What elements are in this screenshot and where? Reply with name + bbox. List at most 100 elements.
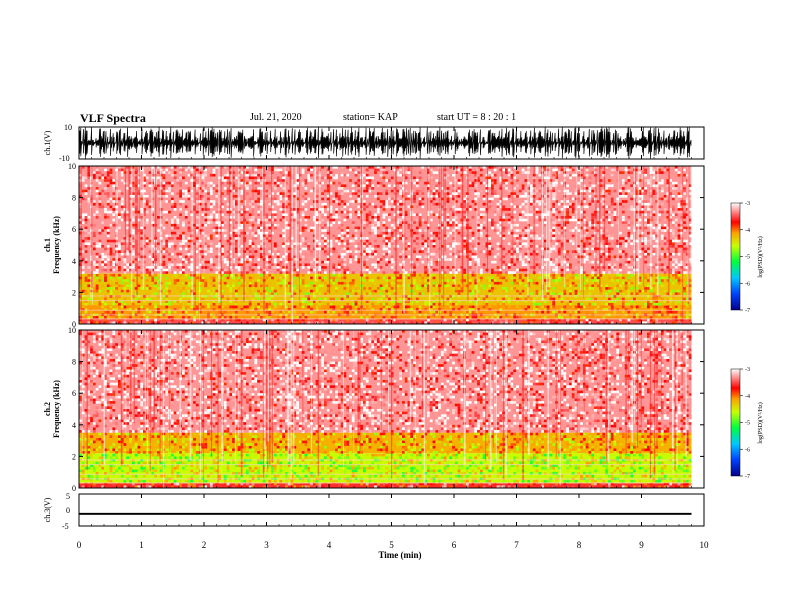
spectrogram-cell (329, 223, 333, 227)
spectrogram-cell (543, 279, 547, 282)
spectrogram-cell (435, 226, 439, 230)
spectrogram-cell (326, 231, 330, 235)
spectrogram-cell (324, 276, 327, 280)
spectrogram-cell (145, 239, 149, 243)
spectrogram-cell (131, 202, 135, 206)
spectrogram-cell (524, 218, 528, 222)
spectrogram-cell (516, 184, 519, 188)
spectrogram-cell (209, 260, 213, 264)
spectrogram-cell (221, 179, 224, 182)
spectrogram-cell (399, 189, 402, 193)
spectrogram-cell (182, 260, 185, 264)
spectrogram-cell (571, 316, 575, 319)
spectrogram-cell (368, 176, 372, 180)
spectrogram-cell (580, 255, 583, 259)
spectrogram-cell (293, 274, 297, 277)
spectrogram-cell (396, 189, 400, 193)
spectrogram-cell (374, 229, 377, 232)
spectrogram-cell (240, 268, 244, 272)
spectrogram-cell (109, 268, 113, 272)
spectrogram-cell (307, 168, 311, 172)
spectrogram-cell (137, 274, 141, 277)
spectrogram-cell (360, 316, 363, 319)
spectrogram-cell (151, 252, 155, 256)
spectrogram-cell (173, 247, 177, 251)
spectrogram-cell (471, 255, 475, 259)
spectrogram-cell (246, 271, 249, 274)
spectrogram-cell (424, 266, 427, 269)
spectrogram-cell (530, 231, 533, 235)
spectrogram-cell (312, 302, 316, 306)
spectrogram-cell (273, 302, 277, 306)
spectrogram-cell (81, 239, 85, 243)
spectrogram-cell (87, 242, 91, 246)
spectrogram-cell (123, 242, 127, 246)
spectrogram-cell (232, 292, 235, 296)
spectrogram-cell (198, 247, 202, 251)
spectrogram-cell (571, 229, 575, 232)
spectrogram-cell (496, 247, 500, 251)
spectrogram-cell (184, 216, 188, 219)
spectrogram-cell (560, 274, 564, 277)
spectrogram-cell (390, 258, 394, 261)
spectrogram-cell (446, 195, 450, 198)
spectrogram-cell (555, 176, 558, 180)
spectrogram-cell (229, 258, 233, 261)
spectrogram-cell (596, 213, 600, 217)
spectrogram-cell (502, 184, 505, 188)
spectrogram-cell (415, 231, 419, 235)
spectrogram-cell (285, 308, 288, 311)
spectrogram-cell (226, 271, 230, 274)
spectrogram-cell (115, 297, 118, 301)
spectrogram-cell (226, 218, 230, 222)
spectrogram-cell (143, 173, 146, 177)
spectrogram-cell (104, 297, 107, 301)
spectrogram-cell (179, 234, 182, 238)
spectrogram-cell (285, 305, 288, 309)
spectrogram-cell (516, 171, 519, 174)
spectrogram-cell (301, 184, 305, 188)
spectrogram-cell (591, 284, 595, 288)
spectrogram-cell (98, 289, 102, 293)
spectrogram-cell (396, 234, 400, 238)
spectrogram-cell (243, 302, 247, 306)
spectrogram-cell (84, 226, 88, 230)
spectrogram-cell (482, 305, 486, 309)
spectrogram-cell (427, 284, 430, 288)
spectrogram-cell (399, 237, 402, 240)
spectrogram-cell (513, 242, 517, 246)
spectrogram-cell (555, 268, 558, 272)
spectrogram-cell (452, 205, 455, 209)
spectrogram-cell (310, 289, 313, 293)
spectrogram-cell (527, 305, 530, 309)
spectrogram-cell (368, 166, 372, 169)
spectrogram-cell (337, 197, 341, 201)
spectrogram-cell (440, 271, 444, 274)
spectrogram-cell (521, 300, 525, 303)
spectrogram-cell (229, 274, 233, 277)
spectrogram-cell (569, 263, 572, 267)
spectrogram-cell (106, 171, 110, 174)
spectrogram-cell (510, 192, 514, 195)
spectrogram-cell (282, 210, 285, 214)
spectrogram-cell (499, 245, 503, 248)
spectrogram-cell (449, 166, 453, 169)
spectrogram-cell (251, 318, 255, 322)
spectrogram-cell (524, 245, 528, 248)
spectrogram-cell (129, 200, 132, 203)
spectrogram-cell (321, 176, 324, 180)
spectrogram-cell (148, 271, 152, 274)
spectrogram-cell (516, 268, 519, 272)
spectrogram-cell (162, 250, 166, 253)
spectrogram-cell (129, 284, 132, 288)
spectrogram-cell (201, 321, 205, 325)
spectrogram-cell (265, 181, 269, 185)
spectrogram-cell (532, 281, 536, 285)
spectrogram-cell (582, 200, 586, 203)
spectrogram-cell (315, 316, 319, 319)
spectrogram-cell (346, 250, 350, 253)
spectrogram-cell (329, 171, 333, 174)
spectrogram-cell (226, 208, 230, 211)
spectrogram-cell (95, 252, 99, 256)
